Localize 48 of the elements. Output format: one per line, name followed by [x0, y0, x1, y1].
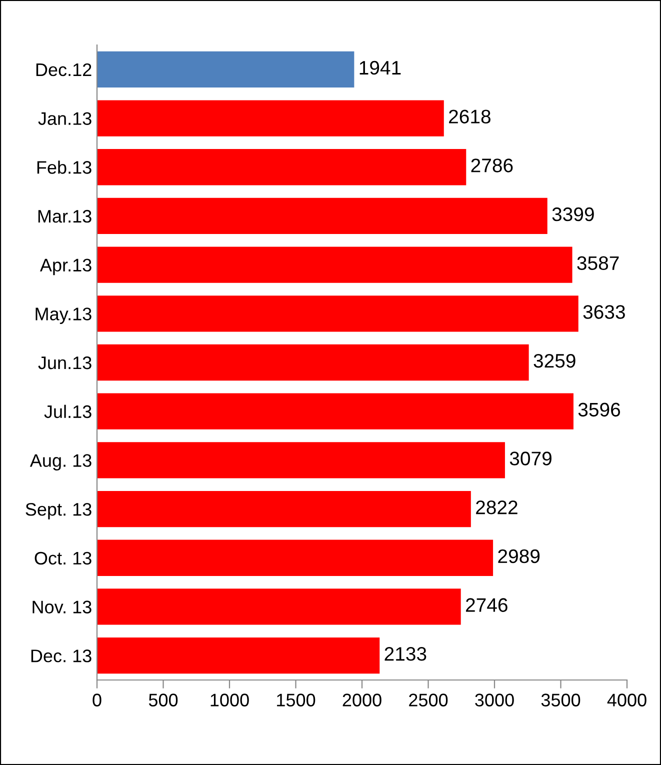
bar — [97, 540, 494, 576]
x-tick-label: 3000 — [475, 694, 514, 706]
data-label: 1941 — [360, 60, 401, 75]
data-label: 2133 — [384, 647, 426, 661]
data-label: 3633 — [583, 305, 625, 319]
data-label: 3259 — [534, 354, 576, 368]
y-tick-label: Dec. 13 — [31, 650, 92, 662]
data-label: 3587 — [577, 256, 619, 270]
x-tick-label: 2500 — [409, 694, 448, 706]
x-tick-label: 4000 — [607, 694, 646, 706]
bar — [97, 588, 461, 625]
data-label: 2989 — [498, 549, 540, 564]
bar — [97, 638, 380, 674]
x-tick-label: 0 — [92, 694, 102, 706]
bar — [97, 344, 529, 381]
x-tick-label: 3500 — [541, 694, 580, 706]
y-tick-label: Oct. 13 — [34, 552, 92, 565]
x-tick-label: 500 — [148, 694, 178, 706]
bar — [97, 296, 578, 332]
y-tick-label: Aug. 13 — [30, 454, 92, 470]
y-tick-label: Jul.13 — [44, 404, 92, 418]
y-tick-label: May.13 — [36, 308, 92, 324]
data-label: 2746 — [466, 598, 508, 612]
bar — [97, 393, 574, 430]
bar — [97, 246, 572, 283]
x-tick-label: 1500 — [277, 694, 316, 706]
data-label: 3079 — [510, 452, 552, 466]
bar — [97, 442, 505, 478]
bar — [97, 198, 548, 234]
data-label: 2618 — [449, 110, 490, 124]
y-tick-label: Feb.13 — [37, 160, 92, 174]
x-tick-label: 1000 — [210, 694, 249, 706]
data-label: 3596 — [578, 402, 620, 417]
y-tick-label: Jan.13 — [38, 112, 92, 125]
y-tick-label: Dec.12 — [36, 63, 92, 76]
y-tick-label: Nov. 13 — [32, 600, 92, 614]
bar — [97, 100, 444, 136]
data-label: 2786 — [471, 158, 513, 172]
data-label: 3399 — [552, 207, 594, 222]
data-label: 2822 — [476, 500, 518, 514]
y-tick-label: Sept. 13 — [26, 502, 92, 520]
y-tick-label: Apr.13 — [40, 258, 92, 276]
y-tick-label: Jun.13 — [38, 356, 92, 370]
bar — [97, 490, 471, 528]
x-tick-label: 2000 — [342, 694, 382, 706]
y-tick-label: Mar.13 — [38, 210, 92, 223]
bar — [97, 51, 354, 88]
bar — [97, 149, 466, 186]
